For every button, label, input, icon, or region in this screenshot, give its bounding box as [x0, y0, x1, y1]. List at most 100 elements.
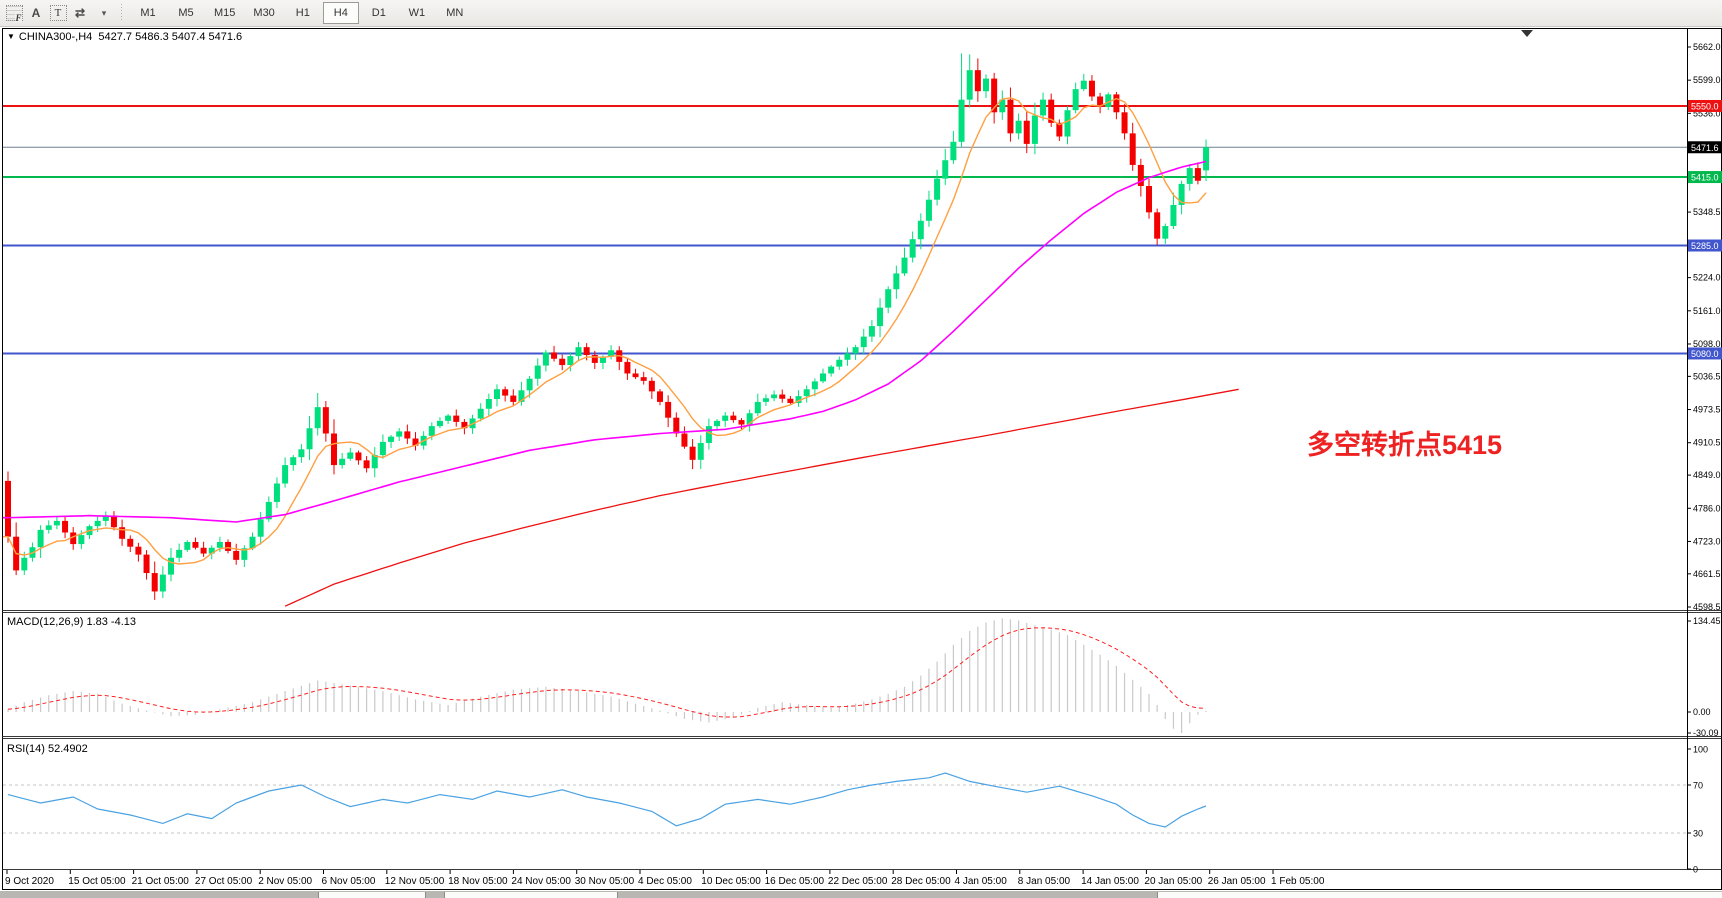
candle	[159, 574, 166, 592]
candle	[461, 421, 468, 429]
candle	[494, 389, 500, 400]
y-axis-tick: 5161.0	[1693, 306, 1721, 316]
timeframe-button-w1[interactable]: W1	[408, 7, 426, 19]
candle	[257, 519, 264, 537]
candle	[1097, 96, 1104, 108]
x-axis-label: 21 Oct 05:00	[132, 876, 190, 887]
x-axis-label: 4 Jan 05:00	[955, 876, 1008, 887]
candle	[917, 220, 924, 240]
timeframe-button-mn[interactable]: MN	[446, 7, 464, 19]
ma-mid-line	[3, 160, 1207, 523]
timeframe-button-group: M1 M5 M15 M30 H1 H4 D1 W1 MN	[129, 2, 474, 24]
candle	[510, 395, 517, 402]
candle	[233, 550, 240, 560]
ma-fast-line	[3, 97, 1207, 565]
x-axis-label: 20 Jan 05:00	[1144, 876, 1202, 887]
x-axis-label: 2 Nov 05:00	[258, 876, 312, 887]
candle	[648, 380, 655, 392]
candle	[958, 99, 965, 142]
x-axis-label: 12 Nov 05:00	[385, 876, 445, 887]
candle	[689, 446, 696, 460]
tab-segment[interactable]	[1157, 892, 1722, 898]
grid-f-icon[interactable]: F	[3, 2, 25, 24]
y-axis-tick: 4973.5	[1693, 405, 1721, 415]
candle	[811, 381, 818, 390]
candle	[746, 413, 753, 425]
font-icon[interactable]: A	[31, 6, 41, 20]
candle	[599, 356, 606, 363]
candle	[388, 436, 395, 442]
candle	[885, 289, 892, 308]
candle	[379, 441, 386, 456]
price-badge	[1688, 99, 1722, 112]
tab-segment[interactable]	[444, 892, 618, 898]
y-axis-tick: 5662.0	[1693, 42, 1721, 52]
candle	[730, 415, 737, 421]
candle	[192, 541, 199, 548]
timeframe-button-m5[interactable]: M5	[178, 7, 194, 19]
candle	[534, 365, 541, 379]
candle	[836, 359, 843, 367]
candle	[632, 373, 639, 378]
toolbar-grip[interactable]	[120, 4, 124, 22]
candle	[714, 420, 721, 427]
x-axis-label: 28 Dec 05:00	[891, 876, 951, 887]
candle	[396, 431, 403, 437]
symbol-dropdown-icon[interactable]: ▼	[7, 32, 15, 41]
x-axis-label: 24 Nov 05:00	[511, 876, 571, 887]
candle	[1056, 122, 1063, 137]
candle	[241, 548, 248, 560]
candle	[1031, 115, 1038, 144]
y-axis-tick: 5348.5	[1693, 207, 1721, 217]
text-label-icon[interactable]: T	[47, 2, 69, 24]
chart-canvas: 5662.0 5599.0 5536.0 5348.5 5224.0 5161.0 5098…	[2, 28, 1722, 890]
candle	[371, 455, 378, 469]
candle	[991, 78, 998, 113]
candle	[347, 452, 354, 459]
candle	[110, 515, 117, 528]
candle	[762, 398, 769, 402]
candle	[665, 401, 672, 418]
timeframe-button-m1[interactable]: M1	[140, 7, 156, 19]
price-badge-label: 5550.0	[1691, 101, 1719, 111]
y-axis-tick: 4910.5	[1693, 438, 1721, 448]
candle	[771, 394, 778, 399]
candle	[225, 541, 232, 551]
chart-shift-marker-icon[interactable]	[1521, 30, 1533, 37]
candle	[216, 541, 223, 548]
rsi-axis-label: 0	[1693, 865, 1698, 875]
tab-segment[interactable]	[318, 892, 426, 898]
timeframe-button-d1[interactable]: D1	[371, 7, 386, 19]
candle	[738, 420, 745, 425]
bottom-tab-strip[interactable]	[0, 891, 1722, 898]
candle	[355, 452, 362, 461]
candle	[697, 442, 704, 460]
timeframe-button-m15[interactable]: M15	[214, 7, 236, 19]
candle	[705, 426, 712, 443]
candle	[290, 457, 297, 466]
timeframe-button-h1[interactable]: H1	[295, 7, 310, 19]
candle	[974, 70, 981, 92]
dropdown-caret-icon[interactable]: ▾	[101, 7, 107, 18]
candle	[1048, 99, 1055, 123]
candle	[575, 347, 582, 357]
candle	[135, 546, 142, 555]
candle	[844, 353, 851, 360]
candle	[950, 141, 957, 161]
timeframe-button-m30[interactable]: M30	[253, 7, 275, 19]
y-axis-tick: 5036.5	[1693, 371, 1721, 381]
chart-text-annotation[interactable]: 多空转折点5415	[1307, 430, 1503, 460]
rsi-line	[7, 772, 1207, 828]
x-axis-label: 30 Nov 05:00	[575, 876, 635, 887]
y-axis-tick: 4723.0	[1693, 536, 1721, 546]
candle	[1007, 99, 1014, 134]
candle	[1015, 120, 1022, 134]
price-badge-label: 5285.0	[1691, 241, 1719, 251]
cycle-charts-icon[interactable]: ⇄	[74, 6, 86, 20]
candle	[999, 99, 1006, 113]
candle	[94, 520, 101, 527]
timeframe-button-h4[interactable]: H4	[322, 2, 359, 24]
candle	[53, 520, 60, 526]
candle	[1137, 164, 1144, 187]
top-toolbar: F A T ⇄ ▾ M1 M5 M15 M30 H1 H4 D1 W1 MN	[0, 0, 1722, 27]
